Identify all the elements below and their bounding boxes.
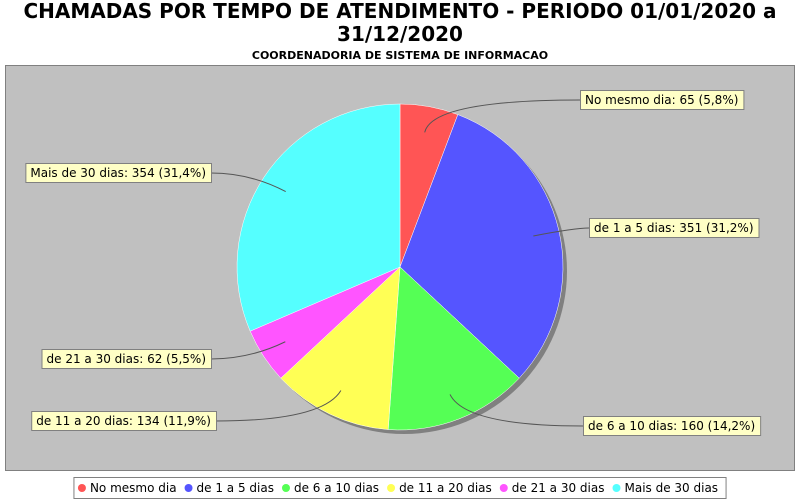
leader-line (215, 390, 342, 422)
leader-line (449, 394, 584, 427)
legend-label: No mesmo dia (90, 481, 177, 495)
data-label: Mais de 30 dias: 354 (31,4%) (25, 163, 212, 183)
legend-marker (184, 484, 193, 492)
data-label: de 21 a 30 dias: 62 (5,5%) (41, 349, 212, 369)
label-box (583, 416, 762, 436)
legend-marker (387, 484, 396, 492)
legend-label: de 11 a 20 dias (399, 481, 492, 495)
label-text: de 1 a 5 dias: 351 (31,2%) (594, 221, 754, 235)
label-text: de 11 a 20 dias: 134 (11,9%) (36, 414, 211, 428)
label-box (589, 218, 760, 238)
legend-marker (281, 484, 290, 492)
legend-marker (499, 484, 508, 492)
leader-line (210, 172, 286, 193)
pie-slice (399, 114, 564, 379)
label-box (25, 163, 212, 183)
legend-label: de 6 a 10 dias (294, 481, 379, 495)
label-text: Mais de 30 dias: 354 (31,4%) (30, 166, 206, 180)
leader-line (424, 99, 581, 133)
legend: No mesmo dia de 1 a 5 dias de 6 a 10 dias d… (73, 477, 727, 499)
legend-label: de 21 a 30 dias (512, 481, 605, 495)
legend-box (73, 477, 727, 499)
label-box (41, 349, 212, 369)
label-text: de 6 a 10 dias: 160 (14,2%) (588, 419, 755, 433)
label-box (580, 90, 745, 110)
pie-slice (387, 266, 520, 431)
data-label: No mesmo dia: 65 (5,8%) (580, 90, 745, 110)
label-text: No mesmo dia: 65 (5,8%) (585, 93, 738, 107)
data-label: de 11 a 20 dias: 134 (11,9%) (31, 411, 217, 431)
chart-title: CHAMADAS POR TEMPO DE ATENDIMENTO - PERI… (23, 0, 777, 46)
leader-line (533, 227, 590, 237)
legend-label: de 1 a 5 dias (197, 481, 274, 495)
data-label: de 1 a 5 dias: 351 (31,2%) (589, 218, 760, 238)
pie-slice (236, 103, 401, 332)
label-box (31, 411, 217, 431)
chart-subtitle: COORDENADORIA DE SISTEMA DE INFORMACAO (251, 49, 549, 62)
label-text: de 21 a 30 dias: 62 (5,5%) (47, 352, 207, 366)
pie-slice (280, 266, 401, 430)
leader-line (210, 341, 286, 360)
data-label: de 6 a 10 dias: 160 (14,2%) (583, 416, 762, 436)
legend-marker (77, 484, 86, 492)
legend-marker (612, 484, 621, 492)
legend-label: Mais de 30 dias (625, 481, 719, 495)
